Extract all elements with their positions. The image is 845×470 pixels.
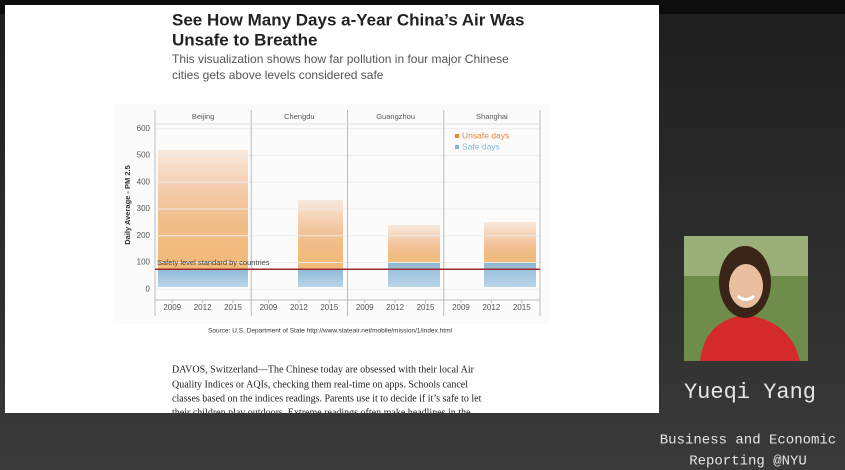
x-tick-label: 2012 [482,303,500,312]
x-tick-label: 2012 [386,303,404,312]
legend-label: Safe days [462,141,500,151]
subtitle: This visualization shows how far polluti… [172,52,509,66]
x-tick-label: 2012 [290,303,308,312]
presenter-name: Yueqi Yang [684,380,816,405]
y-tick-label: 500 [137,151,151,160]
legend-swatch [455,134,459,138]
body-text: classes based on the indices readings. P… [172,393,482,404]
x-tick-label: 2009 [356,303,374,312]
y-tick-label: 200 [137,231,151,240]
legend-label: Unsafe days [462,130,509,140]
presenter-affiliation: Reporting @NYU [689,454,807,470]
threshold-label: Safety level standard by countries [157,258,270,267]
y-tick-label: 300 [137,204,151,213]
y-axis-label: Daily Average - PM 2.5 [123,165,132,244]
legend-swatch [455,145,459,149]
y-tick-label: 600 [137,124,151,133]
x-tick-label: 2012 [194,303,212,312]
subtitle: cities gets above levels considered safe [172,68,384,82]
title: Unsafe to Breathe [172,30,317,49]
panel-title: Shanghai [476,112,508,121]
y-tick-label: 400 [137,177,151,186]
x-tick-label: 2009 [452,303,470,312]
x-tick-label: 2015 [224,303,242,312]
x-tick-label: 2009 [260,303,278,312]
body-text: their children play outdoors. Extreme re… [172,407,471,418]
title: See How Many Days a-Year China’s Air Was [172,10,524,29]
source: Source: U.S. Department of State http://… [208,328,452,335]
presenter-photo [684,236,808,361]
panel-title: Beijing [192,112,215,121]
body-text: DAVOS, Switzerland—The Chinese today are… [172,364,475,375]
x-tick-label: 2015 [513,303,531,312]
y-tick-label: 100 [137,258,151,267]
panel-title: Guangzhou [376,112,415,121]
x-tick-label: 2009 [163,303,181,312]
article-page: See How Many Days a-Year China’s Air Was… [5,5,659,418]
x-tick-label: 2015 [417,303,435,312]
body-text: Quality Indices or AQIs, checking them r… [172,379,468,390]
presenter-affiliation: Business and Economic [660,433,836,449]
panel-title: Chengdu [284,112,314,121]
x-tick-label: 2015 [320,303,338,312]
y-tick-label: 0 [146,284,151,293]
